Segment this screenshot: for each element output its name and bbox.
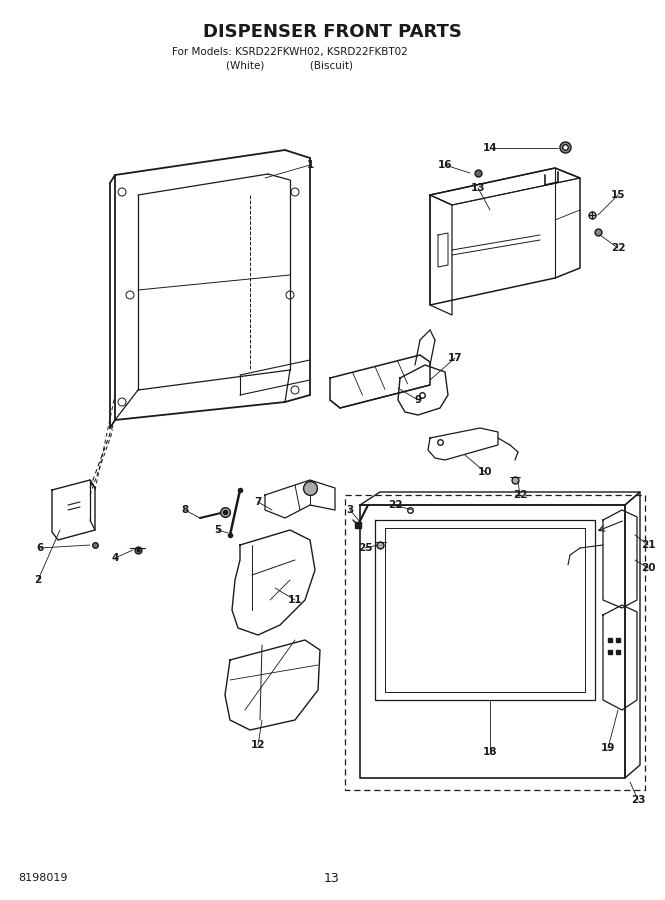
Text: 5: 5 (214, 525, 221, 535)
Text: 8: 8 (182, 505, 189, 515)
Text: 7: 7 (254, 497, 262, 507)
Text: (White)              (Biscuit): (White) (Biscuit) (227, 60, 354, 70)
Text: 3: 3 (346, 505, 354, 515)
Text: 21: 21 (641, 540, 655, 550)
Text: 6: 6 (37, 543, 44, 553)
Text: 14: 14 (483, 143, 497, 153)
Text: 18: 18 (483, 747, 497, 757)
Text: 22: 22 (513, 490, 527, 500)
Text: 22: 22 (610, 243, 625, 253)
Text: DISPENSER FRONT PARTS: DISPENSER FRONT PARTS (203, 23, 462, 41)
Text: 19: 19 (600, 743, 615, 753)
Text: 1: 1 (307, 160, 314, 170)
Text: 12: 12 (251, 740, 265, 750)
Text: 9: 9 (414, 395, 422, 405)
Text: 4: 4 (111, 553, 118, 563)
Text: 23: 23 (630, 795, 645, 805)
Text: 10: 10 (477, 467, 492, 477)
Text: 16: 16 (438, 160, 452, 170)
Text: 13: 13 (471, 183, 485, 193)
Text: 8198019: 8198019 (18, 873, 68, 883)
Text: 20: 20 (641, 563, 655, 573)
Text: 25: 25 (358, 543, 372, 553)
Text: 11: 11 (288, 595, 303, 605)
Text: 22: 22 (388, 500, 402, 510)
Text: 13: 13 (324, 871, 340, 885)
Text: 15: 15 (610, 190, 625, 200)
Text: 17: 17 (448, 353, 462, 363)
Text: For Models: KSRD22FKWH02, KSRD22FKBT02: For Models: KSRD22FKWH02, KSRD22FKBT02 (172, 47, 408, 57)
Text: 2: 2 (35, 575, 42, 585)
